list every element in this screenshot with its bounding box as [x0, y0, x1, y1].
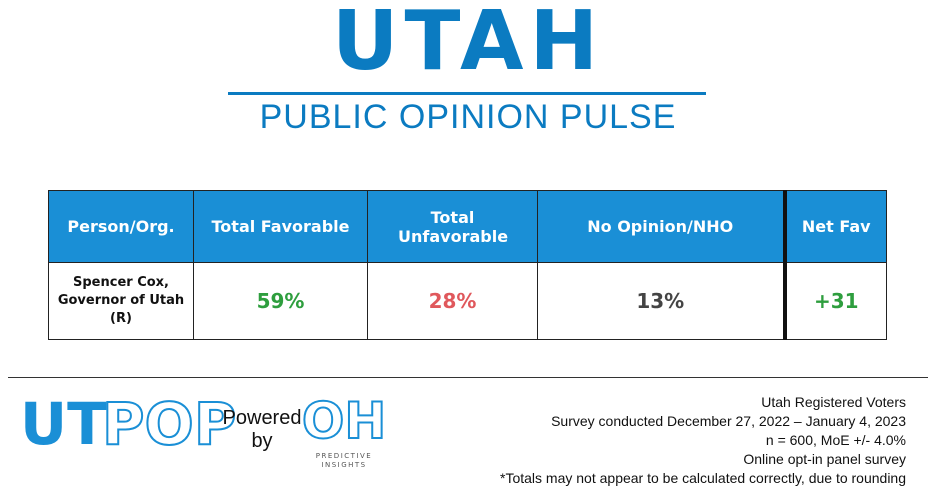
- cell: +31: [784, 262, 887, 340]
- title: UTAH: [331, 0, 605, 89]
- note: n = 600, MoE +/- 4.0%: [765, 432, 906, 448]
- survey-notes: Utah Registered Voters Survey conducted …: [500, 393, 906, 488]
- footer-rule: [8, 377, 928, 378]
- column-header: Total Favorable: [193, 190, 368, 263]
- header-row: Person/Org. Total Favorable Total Unfavo…: [48, 190, 887, 263]
- cell: 13%: [537, 262, 787, 340]
- column-header: Person/Org.: [48, 190, 194, 263]
- data-row: Spencer Cox, Governor of Utah (R) 59% 28…: [48, 262, 887, 340]
- note: Survey conducted December 27, 2022 – Jan…: [551, 413, 906, 429]
- cell: 59%: [193, 262, 368, 340]
- partner-line: PREDICTIVE: [316, 452, 372, 460]
- note: Online opt-in panel survey: [743, 451, 906, 467]
- note: Utah Registered Voters: [761, 394, 906, 410]
- column-header: Net Fav: [784, 190, 887, 263]
- cell: 28%: [367, 262, 538, 340]
- title-rule: [228, 92, 706, 95]
- row-label: Spencer Cox, Governor of Utah (R): [48, 262, 194, 340]
- partner-logo: OH: [302, 392, 386, 450]
- subtitle: PUBLIC OPINION PULSE: [259, 98, 677, 136]
- column-header: Total Unfavorable: [367, 190, 538, 263]
- note: *Totals may not appear to be calculated …: [500, 470, 906, 486]
- logos: UT POP Powered by OH PREDICTIVE INSIGHTS: [20, 389, 387, 469]
- by-text: by: [251, 430, 272, 452]
- powered-text: Powered: [223, 407, 302, 429]
- partner-line: INSIGHTS: [321, 461, 366, 469]
- column-header: No Opinion/NHO: [537, 190, 787, 263]
- logo-solid: UT: [20, 390, 107, 458]
- logo-outline: POP: [102, 390, 236, 458]
- results-table: Person/Org. Total Favorable Total Unfavo…: [48, 190, 887, 340]
